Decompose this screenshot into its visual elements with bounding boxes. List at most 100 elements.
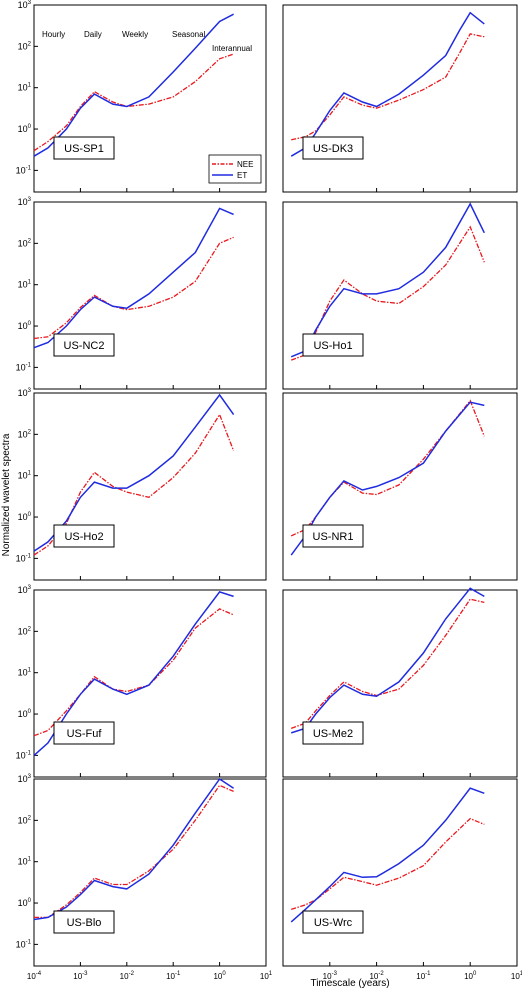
panel-frame (282, 201, 518, 390)
timescale-label-seasonal: Seasonal (172, 30, 206, 39)
y-tick-label: 103 (18, 774, 32, 784)
x-axis-label: Timescale (years) (310, 978, 389, 989)
x-tick-label: 10-2 (120, 971, 135, 981)
x-tick-label: 101 (260, 971, 273, 981)
series-et-line (290, 787, 485, 923)
x-tick-label: 101 (511, 971, 522, 981)
y-tick-label: 100 (18, 124, 32, 134)
x-tick-label: 100 (213, 971, 226, 981)
panel-us-nr1: US-NR1 (282, 392, 518, 581)
y-tick-label: 102 (18, 815, 32, 825)
panel-frame (33, 201, 267, 390)
x-tick-label: 10-1 (416, 971, 431, 981)
y-tick-label: 100 (18, 898, 32, 908)
station-label: US-SP1 (53, 136, 115, 160)
x-tick-label: 10-4 (27, 971, 42, 981)
y-tick-label: 102 (18, 238, 32, 248)
station-label-text: US-Wrc (314, 917, 353, 929)
series-et-line (33, 591, 234, 756)
y-tick-label: 102 (18, 626, 32, 636)
timescale-label-hourly: Hourly (42, 30, 65, 39)
panel-us-nc2: 103 102 101 100 10-1 US-NC2 (16, 197, 267, 390)
x-tick-label: 10-1 (166, 971, 181, 981)
panel-us-ho1: US-Ho1 (282, 201, 518, 390)
series-et-line (290, 202, 485, 358)
station-label-text: US-DK3 (313, 143, 353, 155)
station-label: US-NR1 (302, 524, 364, 548)
panels-group: 103 102 101 100 10-1 US-SP1 Hourly Daily Weekly S… (16, 0, 518, 967)
station-label: US-Blo (53, 910, 115, 934)
timescale-label-daily: Daily (84, 30, 102, 39)
series-et-line (290, 11, 485, 157)
station-label: US-Fuf (53, 721, 115, 745)
x-tick-label: 10-3 (323, 971, 338, 981)
station-label: US-DK3 (302, 136, 364, 160)
station-label-text: US-Fuf (67, 728, 103, 740)
legend: NEE ET (208, 154, 262, 184)
y-tick-label: 103 (18, 585, 32, 595)
series-et-line (33, 777, 235, 921)
series-nee-line (291, 33, 485, 141)
y-tick-label: 10-1 (16, 750, 32, 760)
y-tick-label: 101 (18, 857, 32, 867)
station-label: US-Ho2 (53, 524, 115, 548)
station-label-text: US-Ho2 (64, 531, 103, 543)
timescale-label-interannual: Interannual (212, 44, 252, 53)
station-label-text: US-Me2 (313, 728, 353, 740)
x-tick-label: 100 (464, 971, 477, 981)
y-tick-label: 100 (18, 512, 32, 522)
series-nee-line (33, 53, 234, 152)
y-tick-label: 102 (18, 429, 32, 439)
y-axis-label: Normalized wavelet spectra (1, 433, 12, 556)
series-nee-line (290, 598, 485, 730)
y-tick-label: 101 (18, 471, 32, 481)
y-tick-label: 101 (18, 668, 32, 678)
y-tick-label: 100 (18, 709, 32, 719)
series-nee-line (291, 817, 485, 911)
station-label-text: US-NC2 (64, 340, 105, 352)
station-label-text: US-SP1 (64, 143, 104, 155)
x-axis-tick-labels: 10-4 10-3 10-2 10-1 100 101 10-3 10-2 10-1 100 101 (27, 971, 522, 981)
y-tick-label: 102 (18, 41, 32, 51)
panel-us-me2: US-Me2 (282, 587, 518, 778)
station-label: US-Me2 (302, 721, 364, 745)
station-label: US-NC2 (53, 333, 115, 357)
legend-frame (208, 154, 262, 184)
series-et-line (290, 401, 485, 556)
y-tick-label: 103 (18, 197, 32, 207)
series-et-line (33, 13, 234, 157)
panel-frame (282, 4, 518, 193)
station-label: US-Ho1 (302, 333, 364, 357)
y-tick-label: 10-1 (16, 553, 32, 563)
y-tick-label: 101 (18, 280, 32, 290)
series-et-line (290, 587, 485, 734)
series-et-line (33, 207, 234, 349)
panel-us-sp1: 103 102 101 100 10-1 US-SP1 Hourly Daily Weekly S… (16, 0, 267, 193)
panel-us-fuf: 103 102 101 100 10-1 US-Fuf (16, 585, 267, 778)
series-nee-line (34, 784, 234, 919)
station-label-text: US-Ho1 (313, 340, 352, 352)
x-tick-label: 10-2 (369, 971, 384, 981)
x-tick-label: 10-3 (73, 971, 88, 981)
y-tick-label: 101 (18, 83, 32, 93)
legend-label-nee: NEE (237, 160, 253, 169)
y-tick-label: 103 (18, 388, 32, 398)
y-tick-label: 10-1 (16, 362, 32, 372)
station-label-text: US-NR1 (313, 531, 354, 543)
panel-frame (282, 392, 518, 581)
panel-frame (33, 392, 267, 581)
timescale-label-weekly: Weekly (122, 30, 148, 39)
station-label-text: US-Blo (67, 917, 102, 929)
panel-us-ho2: 103 102 101 100 10-1 US-Ho2 (16, 388, 267, 581)
panel-frame (282, 778, 518, 967)
y-tick-label: 103 (18, 0, 32, 10)
series-nee-line (33, 608, 234, 737)
panel-us-dk3: US-DK3 (282, 4, 518, 193)
series-et-line (33, 393, 235, 552)
station-label: US-Wrc (302, 910, 364, 934)
panel-us-blo: 103 102 101 100 10-1 US-Blo (16, 774, 267, 967)
legend-label-et: ET (237, 171, 247, 180)
y-tick-label: 10-1 (16, 165, 32, 175)
panel-frame (282, 589, 518, 778)
